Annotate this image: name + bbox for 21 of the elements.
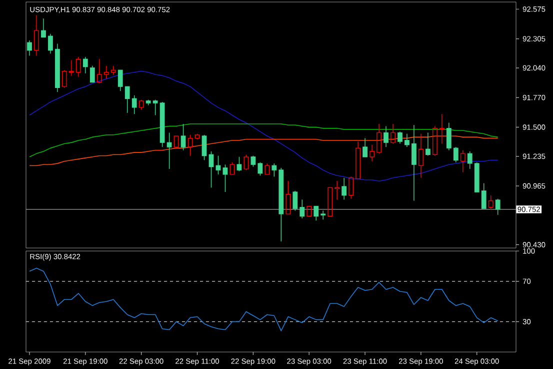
candlestick [48, 33, 53, 54]
candlestick [446, 122, 452, 151]
candlestick [82, 56, 88, 74]
candlestick [404, 133, 410, 148]
candlestick [320, 210, 326, 220]
candlestick [166, 132, 172, 170]
candlestick [348, 176, 354, 199]
candlestick [384, 126, 388, 148]
line-series [29, 268, 498, 332]
candlestick [342, 177, 346, 200]
candlestick [68, 60, 74, 76]
candlestick [27, 40, 32, 56]
candlestick [439, 114, 444, 144]
candlestick [398, 131, 402, 144]
candlestick [412, 124, 416, 202]
candlestick [418, 133, 424, 178]
candlestick [34, 14, 39, 56]
candlestick [370, 144, 374, 162]
candlestick [334, 180, 340, 200]
candlestick [55, 43, 60, 92]
candlestick [76, 56, 81, 78]
